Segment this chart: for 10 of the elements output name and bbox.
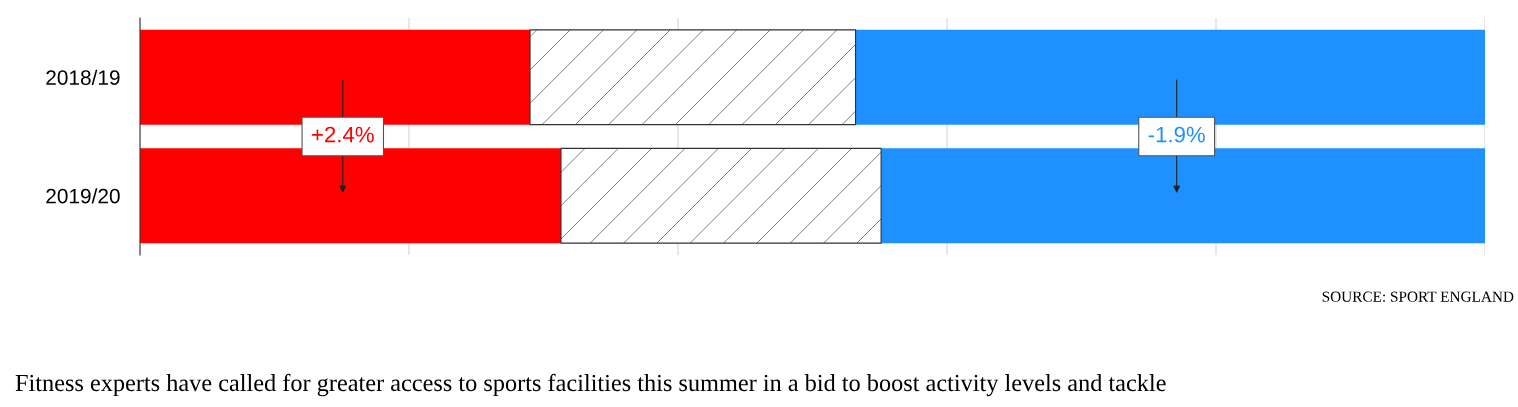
bar <box>140 29 531 125</box>
source-note: SOURCE: SPORT ENGLAND <box>1322 291 1514 302</box>
y-tick-label: 2019/20 <box>46 188 120 204</box>
annotation: +2.4% <box>312 126 374 143</box>
bar <box>140 148 561 244</box>
y-tick-label: 2018/19 <box>46 69 120 85</box>
text: Fitness experts have called for greater access to sports facilities this summer in a bid to boost activity levels and tackle <box>15 373 1166 397</box>
bar <box>881 148 1485 244</box>
annotation: -1.9% <box>1148 126 1205 143</box>
bar <box>855 29 1485 125</box>
